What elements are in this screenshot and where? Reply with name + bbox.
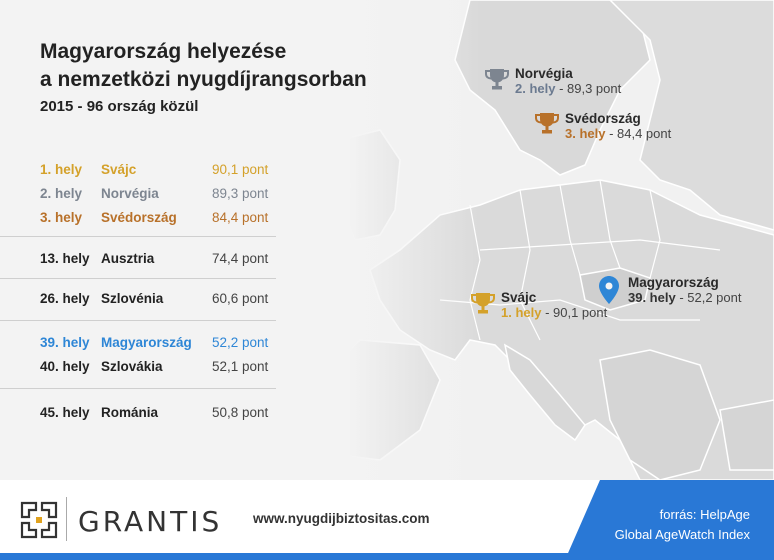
logo-divider	[66, 497, 67, 541]
map-country-name: Svédország	[565, 111, 641, 126]
map-label-sweden: Svédország 3. hely - 84,4 pont	[565, 111, 671, 141]
rank-position: 26. hely	[40, 291, 90, 306]
source-line-1: forrás: HelpAge	[659, 507, 750, 522]
rank-position: 2. hely	[40, 186, 83, 201]
title-line-1: Magyarország helyezése	[40, 40, 287, 63]
brand-name: GRANTIS	[78, 505, 223, 538]
rank-country: Románia	[101, 405, 159, 420]
ranking-row: 13. hely Ausztria 74,4 pont	[40, 249, 280, 269]
source-credit: forrás: HelpAge Global AgeWatch Index	[590, 505, 750, 545]
map-label-hungary: Magyarország 39. hely - 52,2 pont	[628, 275, 741, 305]
title-line-2: a nemzetközi nyugdíjrangsorban	[40, 68, 367, 91]
trophy-icon	[470, 290, 496, 321]
rank-position: 13. hely	[40, 251, 90, 266]
rank-position: 1. hely	[40, 162, 83, 177]
rank-country: Szlovénia	[101, 291, 164, 306]
ranking-row: 40. hely Szlovákia 52,1 pont	[40, 357, 280, 377]
source-line-2: Global AgeWatch Index	[614, 527, 750, 542]
ranking-row: 39. hely Magyarország 52,2 pont	[40, 333, 280, 353]
rank-country: Svájc	[101, 162, 137, 177]
rank-country: Norvégia	[101, 186, 159, 201]
rank-country: Svédország	[101, 210, 177, 225]
divider	[0, 278, 276, 279]
map-rank: 3. hely	[565, 126, 606, 141]
rank-country: Magyarország	[101, 335, 192, 350]
map-pin-icon	[599, 276, 619, 309]
map-label-switzerland: Svájc 1. hely - 90,1 pont	[501, 290, 607, 320]
map-rank: 39. hely	[628, 290, 676, 305]
rank-country: Ausztria	[101, 251, 155, 266]
map-rank: 1. hely	[501, 305, 542, 320]
rank-score: 50,8 pont	[212, 405, 269, 420]
subtitle: 2015 - 96 ország közül	[40, 98, 199, 115]
map-score: - 52,2 pont	[675, 290, 742, 305]
rank-score: 52,2 pont	[212, 335, 269, 350]
map-country-name: Norvégia	[515, 66, 573, 81]
rank-score: 60,6 pont	[212, 291, 269, 306]
map-score: - 90,1 pont	[541, 305, 608, 320]
rank-position: 45. hely	[40, 405, 90, 420]
divider	[0, 320, 276, 321]
map-shapes	[0, 0, 774, 480]
rank-score: 52,1 pont	[212, 359, 269, 374]
europe-map	[0, 0, 774, 480]
ranking-row: 3. hely Svédország 84,4 pont	[40, 208, 280, 228]
rank-score: 90,1 pont	[212, 162, 269, 177]
ranking-row: 2. hely Norvégia 89,3 pont	[40, 184, 280, 204]
ranking-row: 45. hely Románia 50,8 pont	[40, 403, 280, 423]
rank-score: 89,3 pont	[212, 186, 269, 201]
trophy-icon	[534, 110, 560, 141]
map-score: - 89,3 pont	[555, 81, 622, 96]
rank-position: 40. hely	[40, 359, 90, 374]
grantis-logo-icon	[20, 501, 58, 539]
rank-score: 84,4 pont	[212, 210, 269, 225]
rank-position: 39. hely	[40, 335, 90, 350]
page-title: Magyarország helyezése a nemzetközi nyug…	[40, 38, 367, 94]
map-label-norway: Norvégia 2. hely - 89,3 pont	[515, 66, 621, 96]
map-score: - 84,4 pont	[605, 126, 672, 141]
divider	[0, 236, 276, 237]
footer-accent-bar	[0, 553, 774, 560]
rank-country: Szlovákia	[101, 359, 163, 374]
rank-position: 3. hely	[40, 210, 83, 225]
divider	[0, 388, 276, 389]
map-rank: 2. hely	[515, 81, 556, 96]
map-country-name: Magyarország	[628, 275, 719, 290]
ranking-row: 26. hely Szlovénia 60,6 pont	[40, 289, 280, 309]
ranking-row: 1. hely Svájc 90,1 pont	[40, 160, 280, 180]
website-link[interactable]: www.nyugdijbiztositas.com	[253, 511, 430, 526]
rank-score: 74,4 pont	[212, 251, 269, 266]
trophy-icon	[484, 66, 510, 97]
map-country-name: Svájc	[501, 290, 537, 305]
